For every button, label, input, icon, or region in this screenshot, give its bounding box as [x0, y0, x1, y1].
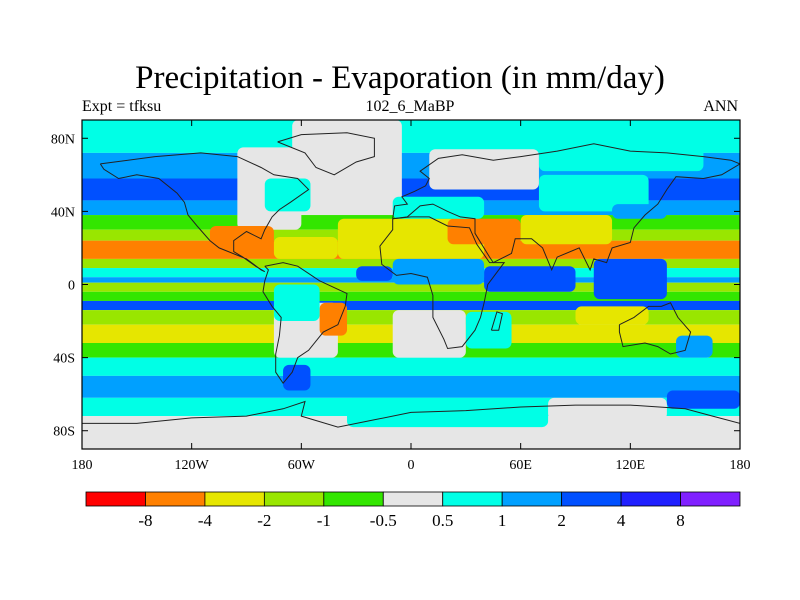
land-outline-layer: [82, 132, 740, 449]
colorbar-label-9: 8: [676, 511, 685, 530]
x-tick-label-2: 60W: [288, 458, 316, 473]
colorbar-label-2: -2: [257, 511, 271, 530]
field-patch-19: [319, 302, 348, 336]
field-patch-5: [273, 236, 338, 259]
colorbar-label-7: 2: [557, 511, 566, 530]
zonal-band-12: [82, 300, 740, 311]
x-tick-label-5: 120E: [616, 458, 646, 473]
season-label: ANN: [703, 98, 738, 115]
field-patch-2: [337, 130, 371, 175]
colorbar-label-4: -0.5: [370, 511, 397, 530]
colorbar-swatch-4: [323, 491, 384, 507]
land-outline-6: [490, 311, 503, 331]
x-tick-label-1: 120W: [175, 458, 210, 473]
x-tick-label-0: 180: [72, 458, 93, 473]
colorbar-swatch-0: [85, 491, 146, 507]
field-patch-21: [392, 310, 466, 358]
colorbar-swatch-2: [204, 491, 265, 507]
field-patch-16: [484, 266, 576, 292]
field-patch-9: [392, 196, 485, 219]
field-patch-10: [538, 174, 649, 212]
field-patch-8: [520, 215, 613, 245]
colorbar-label-3: -1: [317, 511, 331, 530]
field-patch-23: [575, 306, 649, 325]
field-patch-20: [273, 284, 320, 322]
x-tick-label-3: 0: [408, 458, 415, 473]
field-patch-3: [264, 178, 311, 212]
y-tick-label-0: 80N: [51, 132, 75, 147]
field-patch-7: [447, 218, 521, 245]
x-tick-label-6: 180: [730, 458, 751, 473]
y-tick-label-4: 80S: [53, 425, 75, 440]
field-patch-25: [283, 364, 311, 391]
colorbar-label-6: 1: [498, 511, 507, 530]
colorbar-swatch-9: [620, 491, 681, 507]
field-patch-26: [347, 397, 549, 428]
zonal-band-11: [82, 291, 740, 301]
field-layer: [82, 120, 740, 449]
y-tick-label-1: 40N: [51, 205, 75, 220]
zonal-band-16: [82, 357, 740, 376]
colorbar-swatch-1: [145, 491, 206, 507]
axes-layer: 180 120W 60W 0 60E 120E 180 80N 40N 0 40S 80S: [51, 120, 751, 473]
field-patch-4: [209, 226, 274, 256]
land-outline-5: [277, 132, 375, 176]
land-outline-1: [262, 262, 348, 385]
field-patch-12: [429, 149, 539, 190]
land-outline-2: [379, 216, 506, 350]
colorbar-label-0: -8: [138, 511, 152, 530]
land-outline-4: [618, 302, 692, 355]
experiment-label: Expt = tfksu: [82, 98, 162, 115]
x-tick-label-4: 60E: [509, 458, 532, 473]
colorbar-swatch-5: [382, 491, 444, 507]
field-patch-28: [666, 390, 740, 409]
field-patch-24: [676, 335, 713, 358]
colorbar-swatch-6: [442, 491, 503, 507]
field-patch-17: [593, 258, 667, 300]
period-label: 102_6_MaBP: [365, 98, 455, 115]
colorbar-swatch-3: [263, 491, 325, 507]
y-tick-label-2: 0: [68, 279, 75, 294]
y-tick-label-3: 40S: [53, 352, 75, 367]
field-patch-15: [356, 266, 393, 281]
colorbar-swatch-8: [561, 491, 622, 507]
zonal-band-17: [82, 375, 740, 398]
colorbar-swatch-10: [680, 491, 741, 507]
field-patch-11: [612, 204, 667, 219]
land-outline-3: [392, 143, 740, 272]
field-patch-27: [548, 397, 667, 420]
field-patch-14: [392, 258, 485, 285]
chart-title: Precipitation - Evaporation (in mm/day): [135, 60, 665, 96]
colorbar-label-8: 4: [617, 511, 626, 530]
field-patch-22: [465, 311, 512, 349]
zonal-band-10: [82, 282, 740, 292]
colorbar-label-1: -4: [198, 511, 213, 530]
colorbar-swatch-7: [501, 491, 563, 507]
colorbar: -8 -4 -2 -1 -0.5 0.5 1 2 4 8: [85, 491, 741, 530]
colorbar-label-5: 0.5: [432, 511, 453, 530]
field-patch-13: [538, 134, 704, 172]
land-outline-0: [99, 152, 310, 273]
land-outline-7: [82, 400, 740, 449]
